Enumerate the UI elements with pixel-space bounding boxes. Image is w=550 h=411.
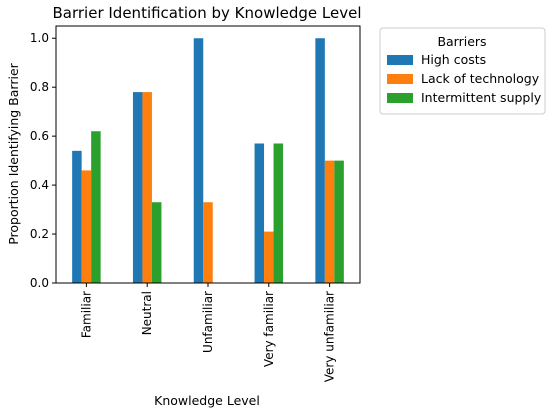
y-tick-label: 0.8 bbox=[30, 80, 49, 94]
legend-box bbox=[379, 27, 546, 115]
bar-intermittent-supply-very-familiar bbox=[273, 143, 284, 283]
x-axis-label: Knowledge Level bbox=[154, 393, 260, 408]
y-tick-label: 0.4 bbox=[30, 178, 49, 192]
legend-swatch bbox=[387, 55, 413, 65]
legend-label: High costs bbox=[421, 52, 486, 67]
bar-intermittent-supply-neutral bbox=[151, 202, 162, 283]
bar-intermittent-supply-very-unfamiliar bbox=[334, 160, 344, 283]
bar-high-costs-very-unfamiliar bbox=[315, 38, 325, 283]
legend-label: Intermittent supply bbox=[421, 90, 542, 105]
legend-label: Lack of technology bbox=[421, 71, 540, 86]
bar-lack-of-technology-neutral bbox=[142, 92, 152, 283]
bar-high-costs-neutral bbox=[132, 92, 143, 283]
legend: Barriers High costs Lack of technology Int… bbox=[379, 27, 546, 115]
x-tick-label: Familiar bbox=[79, 291, 93, 338]
y-axis: 0.0 0.2 0.4 0.6 0.8 1.0 bbox=[30, 31, 56, 290]
legend-title: Barriers bbox=[437, 34, 486, 49]
bar-intermittent-supply-familiar bbox=[91, 131, 101, 283]
y-tick-label: 0.2 bbox=[30, 227, 49, 241]
bar-lack-of-technology-very-familiar bbox=[264, 231, 274, 283]
legend-items: High costs Lack of technology Intermittent… bbox=[387, 52, 542, 105]
y-tick-label: 0.0 bbox=[30, 276, 49, 290]
plot-frame bbox=[55, 25, 361, 284]
x-tick-label: Very familiar bbox=[262, 291, 276, 367]
y-axis-label: Proportion Identifying Barrier bbox=[6, 62, 21, 244]
legend-swatch bbox=[387, 93, 413, 103]
bar-lack-of-technology-familiar bbox=[81, 170, 92, 283]
x-tick-label: Very unfamiliar bbox=[323, 291, 337, 382]
x-tick-label: Neutral bbox=[140, 291, 154, 335]
bar-high-costs-unfamiliar bbox=[193, 38, 204, 283]
bars-group bbox=[72, 38, 344, 283]
bar-high-costs-very-familiar bbox=[254, 143, 265, 283]
legend-swatch bbox=[387, 74, 413, 84]
bar-lack-of-technology-unfamiliar bbox=[203, 202, 213, 283]
y-tick-label: 0.6 bbox=[30, 129, 49, 143]
bar-high-costs-familiar bbox=[72, 150, 82, 283]
x-axis: Familiar Neutral Unfamiliar Very familiar Ve… bbox=[79, 283, 337, 382]
y-tick-label: 1.0 bbox=[30, 31, 49, 45]
chart-title: Barrier Identification by Knowledge Leve… bbox=[53, 4, 362, 22]
x-tick-label: Unfamiliar bbox=[201, 291, 215, 353]
bar-lack-of-technology-very-unfamiliar bbox=[324, 160, 335, 283]
